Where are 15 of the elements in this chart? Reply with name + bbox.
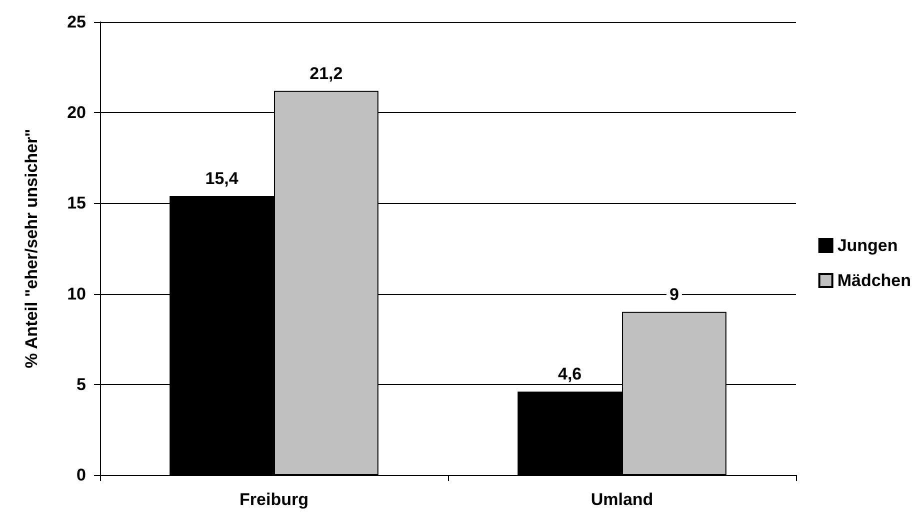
data-label: 15,4 — [205, 168, 239, 188]
y-tick-label: 20 — [67, 103, 86, 122]
y-tick-label: 10 — [67, 284, 86, 304]
y-tick-label: 15 — [67, 194, 86, 213]
legend-label: Jungen — [837, 236, 898, 255]
y-tick-label: 0 — [76, 466, 86, 484]
x-tick-label: Umland — [590, 490, 654, 509]
y-tick-label: 5 — [76, 374, 86, 394]
x-tick-label: Freiburg — [240, 490, 308, 509]
data-label: 21,2 — [310, 64, 343, 83]
y-tick-label: 25 — [67, 12, 86, 32]
legend-label: Mädchen — [837, 271, 912, 290]
data-label: 9 — [669, 284, 679, 304]
y-axis-title: % Anteil "eher/sehr unsicher" — [22, 128, 41, 368]
data-label: 4,6 — [558, 364, 582, 384]
